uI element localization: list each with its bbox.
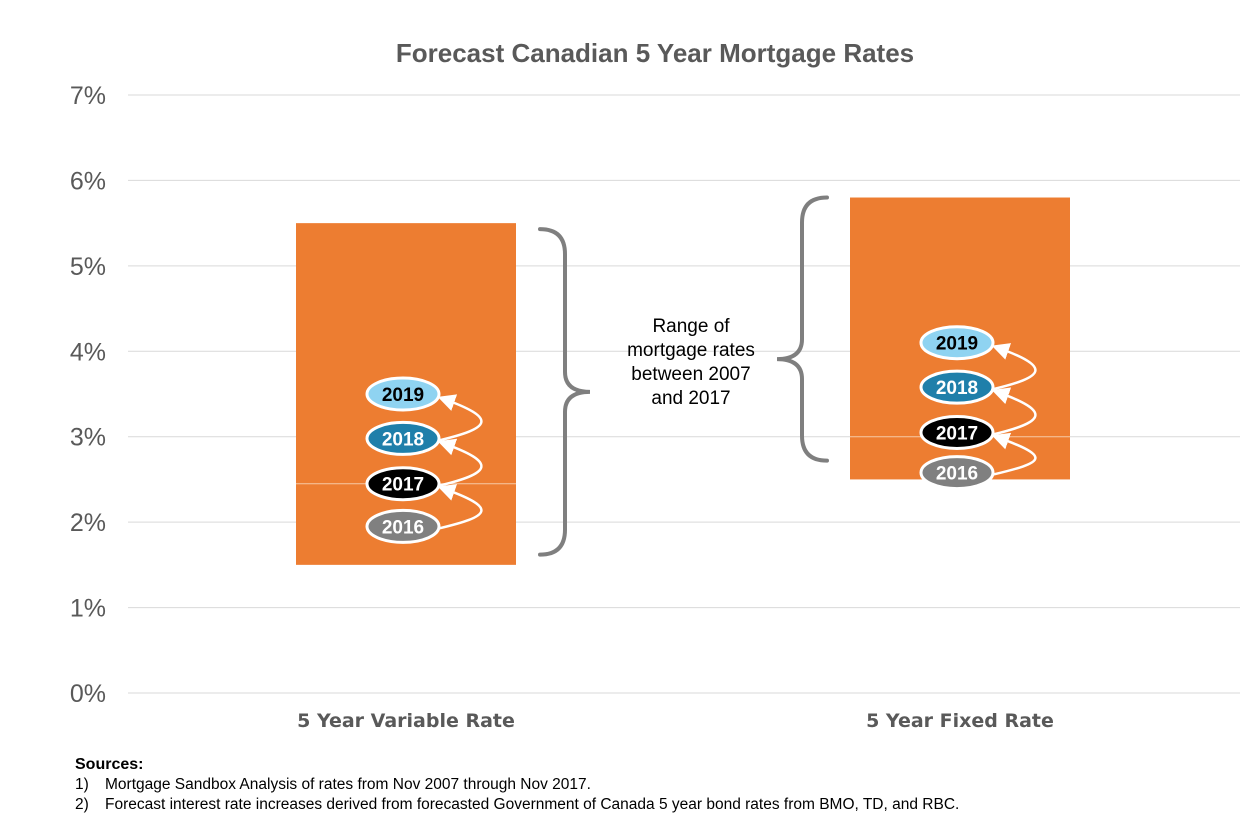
year-marker-label: 2018 [936, 378, 978, 399]
year-marker-ellipse [365, 420, 441, 456]
year-marker: 2016 [919, 455, 995, 491]
source-item: 1) Mortgage Sandbox Analysis of rates fr… [75, 775, 1235, 795]
trend-arrow [437, 394, 483, 442]
source-number: 2) [75, 796, 89, 813]
year-marker-label: 2017 [382, 475, 424, 496]
year-marker: 2019 [365, 376, 441, 412]
year-marker-label: 2017 [936, 423, 978, 444]
chart-title: Forecast Canadian 5 Year Mortgage Rates [396, 38, 914, 68]
year-marker: 2017 [365, 466, 441, 502]
year-marker-ellipse [919, 325, 995, 361]
year-marker-ellipse [365, 508, 441, 544]
year-marker-label: 2019 [936, 334, 978, 355]
trend-arrow [437, 438, 483, 487]
range-annotation: Range of mortgage rates between 2007 and 20… [627, 316, 755, 409]
trend-arrow [991, 343, 1037, 391]
left-brace [776, 195, 829, 463]
year-marker-ellipse [919, 455, 995, 491]
y-tick-label: 6% [70, 167, 106, 195]
year-marker: 2017 [919, 414, 995, 450]
year-marker-label: 2016 [936, 464, 978, 485]
year-marker: 2019 [919, 325, 995, 361]
year-marker-ellipse [365, 376, 441, 412]
year-marker: 2018 [919, 369, 995, 405]
year-marker-ellipse [919, 369, 995, 405]
source-item: 2) Forecast interest rate increases deri… [75, 795, 1235, 815]
y-tick-label: 7% [70, 82, 106, 110]
x-axis: 5 Year Variable Rate 5 Year Fixed Rate [297, 710, 1054, 732]
y-tick-label: 0% [70, 680, 106, 708]
y-tick-label: 5% [70, 253, 106, 281]
y-tick-label: 1% [70, 595, 106, 623]
year-marker-label: 2016 [382, 517, 424, 538]
y-tick-label: 3% [70, 424, 106, 452]
year-marker-ellipse [365, 466, 441, 502]
source-number: 1) [75, 776, 89, 793]
year-marker: 2016 [365, 508, 441, 544]
source-text: Mortgage Sandbox Analysis of rates from … [105, 776, 591, 793]
y-axis: 0% 1% 2% 3% 4% 5% 6% 7% [70, 82, 106, 708]
year-marker-ellipse [919, 414, 995, 450]
forecast-markers: 2016 2017 2018 2019 2016 2017 2018 2019 [365, 325, 1037, 544]
chart: Forecast Canadian 5 Year Mortgage Rates … [70, 38, 1240, 732]
year-marker-label: 2019 [382, 385, 424, 406]
x-tick-label: 5 Year Fixed Rate [866, 710, 1054, 732]
y-tick-label: 4% [70, 338, 106, 366]
range-braces [538, 195, 829, 557]
trend-arrow [991, 432, 1037, 476]
sources-block: Sources: 1) Mortgage Sandbox Analysis of… [75, 755, 1235, 815]
trend-arrow [991, 387, 1037, 436]
trend-arrow [437, 484, 483, 530]
x-tick-label: 5 Year Variable Rate [297, 710, 515, 732]
source-text: Forecast interest rate increases derived… [105, 796, 960, 813]
y-tick-label: 2% [70, 509, 106, 537]
right-brace [538, 227, 591, 557]
year-marker: 2018 [365, 420, 441, 456]
year-marker-label: 2018 [382, 429, 424, 450]
sources-heading: Sources: [75, 756, 144, 773]
